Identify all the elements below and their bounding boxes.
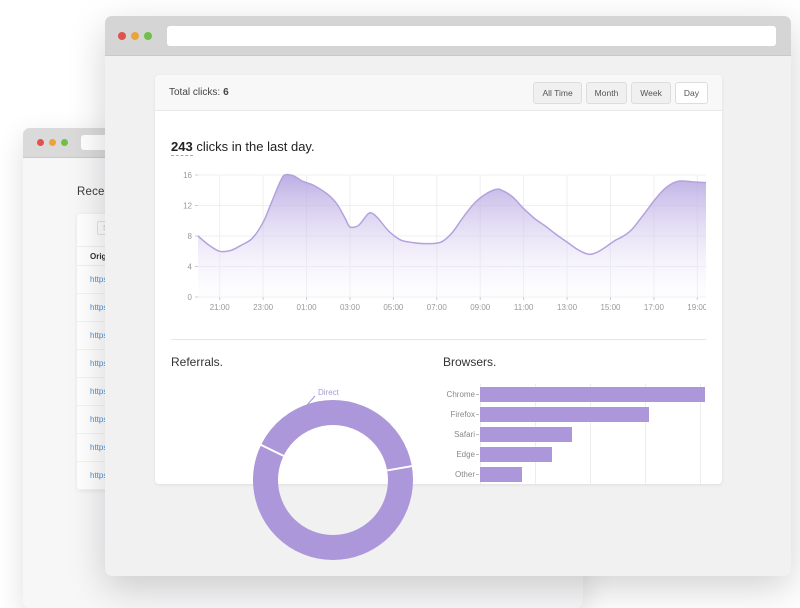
origin-link[interactable]: https:// bbox=[90, 331, 115, 340]
analytics-card-header: Total clicks: 6 All Time Month Week Day bbox=[155, 75, 722, 111]
svg-text:19:00: 19:00 bbox=[687, 303, 706, 312]
front-window-titlebar bbox=[105, 16, 791, 56]
origin-link[interactable]: https:// bbox=[90, 415, 115, 424]
bar-safari bbox=[480, 426, 572, 442]
filter-button-week[interactable]: Week bbox=[631, 81, 671, 104]
origin-link[interactable]: https:// bbox=[90, 275, 115, 284]
clicks-count: 243 bbox=[171, 139, 193, 156]
origin-link[interactable]: https:// bbox=[90, 303, 115, 312]
svg-text:15:00: 15:00 bbox=[600, 303, 621, 312]
bar-row-safari: Safari bbox=[443, 424, 706, 444]
svg-text:8: 8 bbox=[188, 232, 193, 241]
browsers-title: Browsers. bbox=[443, 355, 497, 369]
bar-chrome bbox=[480, 386, 705, 402]
address-bar[interactable] bbox=[167, 25, 776, 46]
bar-track bbox=[480, 404, 706, 424]
close-button-icon[interactable] bbox=[118, 31, 126, 40]
bar-label-firefox: Firefox bbox=[443, 410, 480, 419]
total-clicks-text: Total clicks: bbox=[169, 87, 221, 98]
origin-link[interactable]: https:// bbox=[90, 387, 115, 396]
close-button-icon[interactable] bbox=[37, 139, 44, 146]
bar-label-safari: Safari bbox=[443, 430, 480, 439]
svg-text:12: 12 bbox=[183, 202, 192, 211]
clicks-chart-title-text: clicks in the last day. bbox=[192, 139, 315, 154]
minimize-button-icon[interactable] bbox=[49, 139, 56, 146]
bar-track bbox=[480, 444, 706, 464]
origin-link[interactable]: https:// bbox=[90, 359, 115, 368]
bar-edge bbox=[480, 446, 553, 462]
fullscreen-button-icon[interactable] bbox=[144, 31, 152, 40]
origin-link[interactable]: https:// bbox=[90, 471, 115, 480]
svg-text:09:00: 09:00 bbox=[470, 303, 491, 312]
svg-text:4: 4 bbox=[188, 263, 193, 272]
total-clicks-label: Total clicks: 6 bbox=[169, 87, 229, 98]
analytics-browser-window: Total clicks: 6 All Time Month Week Day 243 … bbox=[105, 16, 791, 576]
svg-text:05:00: 05:00 bbox=[383, 303, 404, 312]
bar-track bbox=[480, 464, 706, 484]
svg-text:16: 16 bbox=[183, 171, 192, 180]
svg-text:13:00: 13:00 bbox=[557, 303, 578, 312]
clicks-chart-title: 243 clicks in the last day. bbox=[171, 139, 706, 156]
bar-track bbox=[480, 384, 706, 404]
donut-slice-label-direct: Direct bbox=[318, 388, 340, 397]
svg-text:01:00: 01:00 bbox=[297, 303, 318, 312]
svg-text:17:00: 17:00 bbox=[644, 303, 665, 312]
origin-link[interactable]: https:// bbox=[90, 443, 115, 452]
svg-text:23:00: 23:00 bbox=[253, 303, 274, 312]
filter-button-month[interactable]: Month bbox=[585, 81, 628, 104]
bar-row-other: Other bbox=[443, 464, 706, 484]
referrals-donut-chart: Direct bbox=[253, 388, 413, 560]
svg-text:03:00: 03:00 bbox=[340, 303, 361, 312]
bar-label-chrome: Chrome bbox=[443, 390, 480, 399]
svg-text:07:00: 07:00 bbox=[427, 303, 448, 312]
section-divider bbox=[171, 339, 706, 340]
filter-button-all-time[interactable]: All Time bbox=[533, 81, 582, 104]
svg-text:21:00: 21:00 bbox=[210, 303, 231, 312]
analytics-card: Total clicks: 6 All Time Month Week Day 243 … bbox=[155, 75, 722, 560]
svg-text:11:00: 11:00 bbox=[514, 303, 534, 312]
bar-label-edge: Edge bbox=[443, 450, 480, 459]
bar-firefox bbox=[480, 406, 650, 422]
referrals-title: Referrals. bbox=[171, 355, 224, 369]
bar-row-edge: Edge bbox=[443, 444, 706, 464]
total-clicks-value: 6 bbox=[223, 87, 229, 98]
browsers-bar-chart: Chrome Firefox Safari Edge Other bbox=[443, 384, 706, 484]
filter-button-day[interactable]: Day bbox=[674, 81, 708, 104]
bar-track bbox=[480, 424, 706, 444]
minimize-button-icon[interactable] bbox=[131, 31, 139, 40]
clicks-area-chart: 0 4 8 12 16 21:00 23:00 01:00 03:00 05:00 07:00 09:… bbox=[183, 171, 706, 312]
bar-row-firefox: Firefox bbox=[443, 404, 706, 424]
bar-other bbox=[480, 466, 522, 482]
svg-text:0: 0 bbox=[188, 293, 193, 302]
time-range-filter-group: All Time Month Week Day bbox=[529, 81, 708, 104]
bar-row-chrome: Chrome bbox=[443, 384, 706, 404]
analytics-card-body: 243 clicks in the last day. 0 4 8 12 16 21:00… bbox=[155, 111, 722, 560]
bar-label-other: Other bbox=[443, 470, 480, 479]
fullscreen-button-icon[interactable] bbox=[61, 139, 68, 146]
